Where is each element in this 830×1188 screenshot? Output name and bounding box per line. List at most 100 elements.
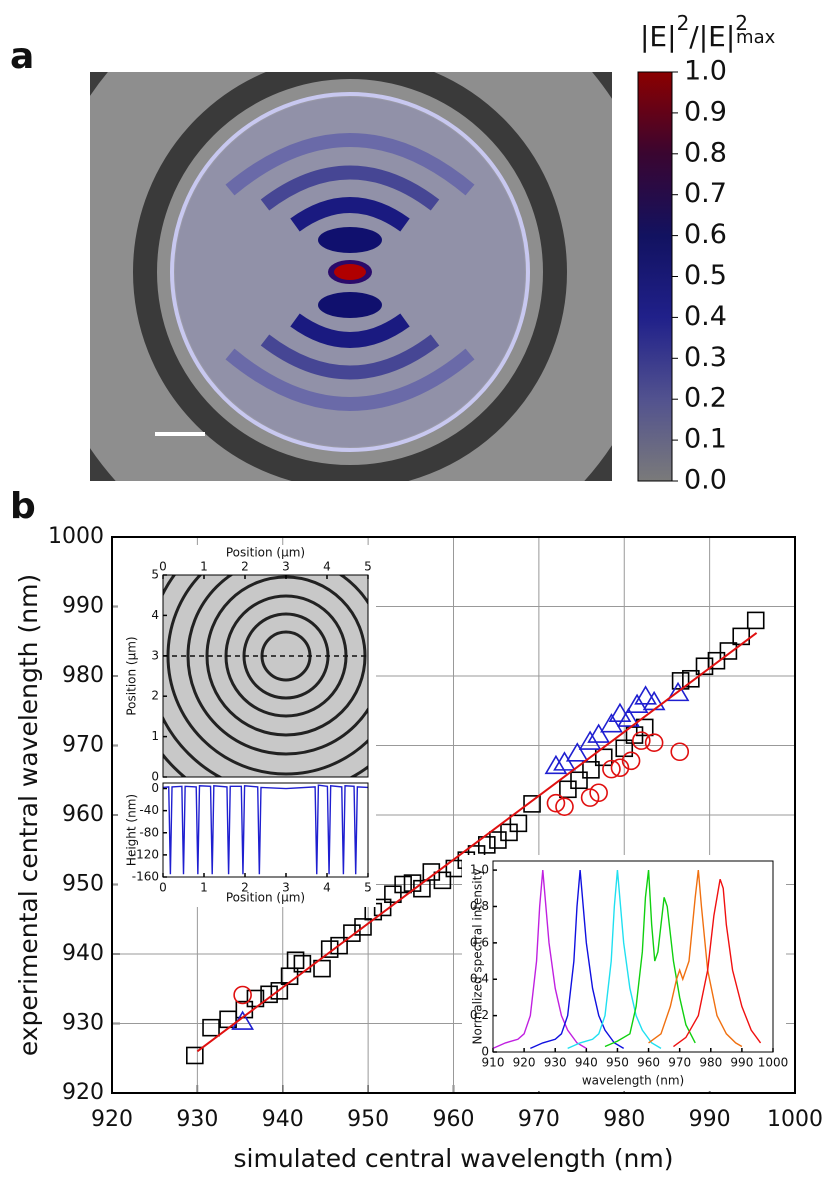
y-tick-label: 0.8 (470, 899, 489, 913)
x-tick-label: 1 (200, 881, 208, 895)
colorbar (637, 71, 673, 482)
x-tick-label: 970 (518, 1107, 560, 1132)
y-tick-label: 0.2 (470, 1008, 489, 1022)
data-line (648, 870, 743, 1048)
square-marker (286, 951, 305, 970)
x-tick-label: 950 (606, 1056, 629, 1070)
colorbar-label: |E|2/|E|2 max (640, 11, 776, 54)
circle-marker (632, 731, 651, 750)
circle-marker (644, 733, 664, 753)
y-tick-label: 0 (151, 781, 159, 795)
plot-frame (111, 536, 796, 1094)
x-tick-label: 990 (730, 1056, 753, 1070)
y-axis-label: experimental central wavelength (nm) (14, 574, 43, 1056)
circle-marker (546, 793, 566, 813)
y-tick-label: 1000 (48, 524, 104, 549)
circle-marker (621, 751, 641, 771)
y-tick-label: 0.7 (684, 178, 727, 209)
y-tick-label: 930 (62, 1011, 104, 1036)
x-tick-label: 5 (364, 881, 372, 895)
x-tick-label: 980 (699, 1056, 722, 1070)
triangle-marker (544, 754, 568, 775)
x-tick-label: 5 (364, 560, 372, 574)
triangle-marker (587, 723, 611, 743)
square-marker (559, 780, 577, 799)
y-tick-label: 0 (481, 1045, 489, 1059)
data-line (604, 870, 696, 1048)
square-marker (354, 918, 372, 936)
square-marker (433, 871, 452, 890)
x-tick-label: 950 (347, 1107, 389, 1132)
y-tick-label: -120 (132, 847, 159, 861)
square-marker (732, 627, 751, 646)
y-tick-label: 980 (62, 663, 104, 688)
circle-marker (610, 758, 630, 778)
square-marker (343, 924, 361, 942)
y-tick-label: 950 (62, 872, 104, 897)
triangle-marker (617, 707, 640, 727)
x-tick-label: 940 (575, 1056, 598, 1070)
circle-marker (602, 759, 621, 779)
y-tick-label: 0.6 (684, 219, 727, 250)
data-line (162, 784, 369, 875)
square-marker (523, 795, 541, 813)
circle-marker (555, 797, 574, 816)
square-marker (682, 669, 700, 688)
triangle-marker (600, 713, 623, 733)
square-marker (320, 940, 339, 958)
y-tick-label: -80 (139, 825, 159, 839)
x-tick-label: 4 (323, 881, 331, 895)
square-marker (384, 885, 402, 904)
x-tick-label: 910 (482, 1056, 505, 1070)
x-tick-label: 2 (241, 881, 249, 895)
triangle-marker (608, 702, 632, 723)
y-tick-label: 0.1 (684, 424, 727, 455)
square-marker (313, 959, 331, 978)
y-tick-label: -40 (139, 803, 159, 817)
square-marker (719, 642, 738, 660)
square-marker (746, 611, 765, 630)
triangle-marker (634, 685, 657, 705)
x-tick-label: 970 (668, 1056, 691, 1070)
x-axis-label: Position (μm) (226, 546, 305, 560)
y-tick-label: 0.4 (470, 972, 489, 986)
x-tick-label: 0 (159, 881, 167, 895)
x-tick-label: 0 (159, 560, 167, 574)
x-axis-label: wavelength (nm) (582, 1074, 684, 1088)
y-tick-label: 940 (62, 941, 104, 966)
y-tick-label: 0.0 (684, 465, 727, 496)
field-image (90, 72, 612, 481)
x-tick-label: 960 (637, 1056, 660, 1070)
square-marker (403, 874, 422, 892)
data-line (673, 878, 762, 1048)
x-axis-label: simulated central wavelength (nm) (234, 1144, 674, 1173)
x-tick-label: 960 (433, 1107, 475, 1132)
x-axis-label: Position (μm) (226, 891, 305, 905)
y-tick-label: 0.5 (684, 260, 727, 291)
x-tick-label: 930 (544, 1056, 567, 1070)
y-tick-label: 0.3 (684, 342, 727, 373)
y-tick-label: 2 (151, 689, 159, 703)
y-tick-label: 0.9 (684, 96, 727, 127)
y-tick-label: 0.4 (684, 301, 727, 332)
triangle-marker (578, 730, 602, 750)
rings-image (163, 575, 368, 777)
square-marker (509, 814, 528, 833)
y-tick-label: 990 (62, 594, 104, 619)
colorbar-label-part: max (736, 27, 776, 48)
y-axis-label: Position (μm) (125, 636, 139, 715)
y-tick-label: 1 (151, 729, 159, 743)
triangle-marker (565, 742, 589, 762)
y-axis-label: Normalized spectral intensity (471, 869, 485, 1045)
x-tick-label: 1 (200, 560, 208, 574)
colorbar-label-part: /|E| (689, 20, 735, 53)
y-tick-label: 960 (62, 802, 104, 827)
square-marker (582, 761, 600, 779)
square-marker (570, 771, 588, 790)
x-tick-label: 990 (689, 1107, 731, 1132)
circle-marker (233, 985, 252, 1005)
y-tick-label: 970 (62, 733, 104, 758)
y-tick-label: 4 (151, 608, 159, 622)
x-tick-label: 1000 (767, 1107, 823, 1132)
x-tick-label: 1000 (758, 1056, 789, 1070)
